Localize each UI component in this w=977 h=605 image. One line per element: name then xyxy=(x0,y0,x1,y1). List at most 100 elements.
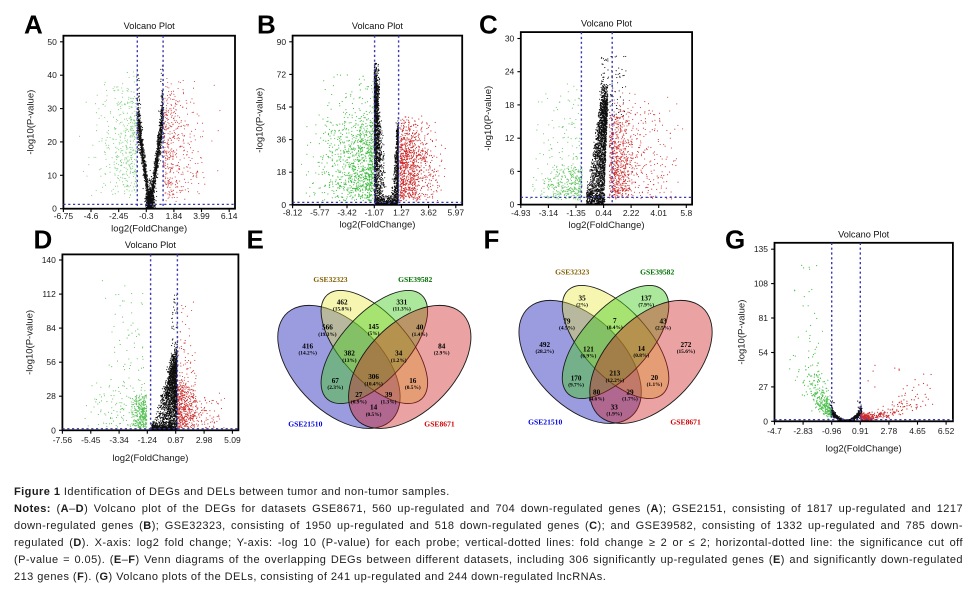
svg-text:Volcano Plot: Volcano Plot xyxy=(352,21,404,31)
svg-text:-3.34: -3.34 xyxy=(109,435,129,445)
svg-text:213: 213 xyxy=(609,370,620,378)
svg-text:GSE32323: GSE32323 xyxy=(555,267,589,276)
svg-text:43: 43 xyxy=(660,317,668,325)
svg-text:112: 112 xyxy=(42,289,56,299)
svg-text:-4.7: -4.7 xyxy=(767,426,782,436)
svg-text:Volcano Plot: Volcano Plot xyxy=(125,240,177,250)
svg-text:(5%): (5%) xyxy=(368,330,380,337)
svg-text:170: 170 xyxy=(571,375,582,383)
svg-text:0: 0 xyxy=(51,425,56,435)
svg-text:-log10(P-value): -log10(P-value) xyxy=(737,300,748,365)
svg-text:4.65: 4.65 xyxy=(909,426,926,436)
svg-text:79: 79 xyxy=(563,317,571,325)
svg-text:log2(FoldChange): log2(FoldChange) xyxy=(111,224,187,235)
svg-text:-log10(P-value): -log10(P-value) xyxy=(25,90,36,155)
svg-text:5.09: 5.09 xyxy=(224,435,241,445)
svg-text:-7.56: -7.56 xyxy=(53,435,73,445)
svg-text:36: 36 xyxy=(277,135,287,145)
svg-text:566: 566 xyxy=(322,324,333,332)
svg-text:GSE39582: GSE39582 xyxy=(640,267,674,276)
svg-text:(15.6%): (15.6%) xyxy=(677,348,696,355)
svg-text:(7.9%): (7.9%) xyxy=(638,302,654,309)
svg-text:-1.24: -1.24 xyxy=(138,435,158,445)
svg-text:(1.9%): (1.9%) xyxy=(606,411,622,418)
svg-text:(2.9%): (2.9%) xyxy=(434,350,450,357)
svg-text:(11.3%): (11.3%) xyxy=(393,306,411,313)
svg-text:-2.83: -2.83 xyxy=(793,426,813,436)
svg-text:C: C xyxy=(479,10,498,40)
svg-text:145: 145 xyxy=(368,323,379,331)
svg-text:30: 30 xyxy=(47,104,57,114)
svg-text:54: 54 xyxy=(759,348,769,358)
svg-text:140: 140 xyxy=(42,255,56,265)
svg-text:GSE32323: GSE32323 xyxy=(313,275,347,284)
svg-text:272: 272 xyxy=(681,341,692,349)
svg-text:(12.2%): (12.2%) xyxy=(606,377,625,384)
svg-text:(15.8%): (15.8%) xyxy=(333,306,352,313)
svg-text:462: 462 xyxy=(337,299,348,307)
svg-text:137: 137 xyxy=(641,295,652,303)
svg-text:34: 34 xyxy=(395,350,403,358)
svg-text:7: 7 xyxy=(613,317,617,325)
svg-text:0.87: 0.87 xyxy=(167,435,184,445)
svg-text:(9.7%): (9.7%) xyxy=(568,382,584,389)
svg-text:-4.6: -4.6 xyxy=(84,211,99,221)
svg-text:-5.77: -5.77 xyxy=(310,208,330,218)
svg-text:-5.45: -5.45 xyxy=(81,435,101,445)
svg-text:2.98: 2.98 xyxy=(196,435,213,445)
svg-text:GSE8671: GSE8671 xyxy=(424,419,455,428)
svg-text:-4.93: -4.93 xyxy=(511,208,531,218)
svg-text:(2.3%): (2.3%) xyxy=(327,384,343,391)
svg-text:14: 14 xyxy=(638,345,646,353)
svg-text:2.22: 2.22 xyxy=(623,208,640,218)
svg-text:306: 306 xyxy=(368,373,379,381)
svg-text:GSE21510: GSE21510 xyxy=(528,417,562,426)
svg-text:log2(FoldChange): log2(FoldChange) xyxy=(339,220,415,231)
svg-text:D: D xyxy=(34,225,53,255)
svg-text:416: 416 xyxy=(302,342,313,350)
svg-text:18: 18 xyxy=(505,100,515,110)
svg-text:16: 16 xyxy=(409,377,417,385)
svg-text:24: 24 xyxy=(505,67,515,77)
svg-text:6: 6 xyxy=(510,166,515,176)
svg-text:log2(FoldChange): log2(FoldChange) xyxy=(112,453,188,464)
svg-text:-2.45: -2.45 xyxy=(109,211,129,221)
svg-text:90: 90 xyxy=(277,37,287,47)
svg-text:56: 56 xyxy=(46,357,56,367)
svg-text:F: F xyxy=(484,225,500,255)
svg-text:0: 0 xyxy=(763,416,768,426)
svg-text:(19.3%): (19.3%) xyxy=(318,331,337,338)
svg-text:121: 121 xyxy=(583,345,594,353)
svg-text:(1.4%): (1.4%) xyxy=(412,331,428,338)
svg-text:84: 84 xyxy=(46,323,56,333)
svg-text:-3.14: -3.14 xyxy=(539,208,559,218)
svg-text:3.62: 3.62 xyxy=(420,208,437,218)
svg-text:(4.5%): (4.5%) xyxy=(559,325,575,332)
svg-text:(4.6%): (4.6%) xyxy=(589,396,605,403)
svg-text:382: 382 xyxy=(344,350,355,358)
svg-text:33: 33 xyxy=(611,403,619,411)
svg-text:5.8: 5.8 xyxy=(680,208,692,218)
svg-text:-6.75: -6.75 xyxy=(54,211,74,221)
svg-text:GSE8671: GSE8671 xyxy=(670,417,701,426)
svg-text:0.91: 0.91 xyxy=(852,426,869,436)
svg-text:(13%): (13%) xyxy=(342,357,357,364)
svg-text:(2%): (2%) xyxy=(576,302,588,309)
svg-text:72: 72 xyxy=(277,69,287,79)
svg-text:18: 18 xyxy=(277,167,287,177)
svg-text:12: 12 xyxy=(505,133,515,143)
svg-text:-log10(P-value): -log10(P-value) xyxy=(255,88,266,153)
svg-text:3.99: 3.99 xyxy=(193,211,210,221)
svg-text:2.78: 2.78 xyxy=(881,426,898,436)
svg-text:Volcano Plot: Volcano Plot xyxy=(838,230,890,240)
svg-text:Volcano Plot: Volcano Plot xyxy=(124,21,176,31)
svg-text:135: 135 xyxy=(754,244,768,254)
svg-text:10: 10 xyxy=(47,170,57,180)
svg-text:27: 27 xyxy=(355,391,363,399)
svg-text:20: 20 xyxy=(47,137,57,147)
svg-text:GSE21510: GSE21510 xyxy=(288,419,322,428)
svg-text:54: 54 xyxy=(277,102,287,112)
svg-text:6.52: 6.52 xyxy=(938,426,955,436)
svg-text:(0.4%): (0.4%) xyxy=(607,324,623,331)
svg-text:40: 40 xyxy=(416,324,424,332)
